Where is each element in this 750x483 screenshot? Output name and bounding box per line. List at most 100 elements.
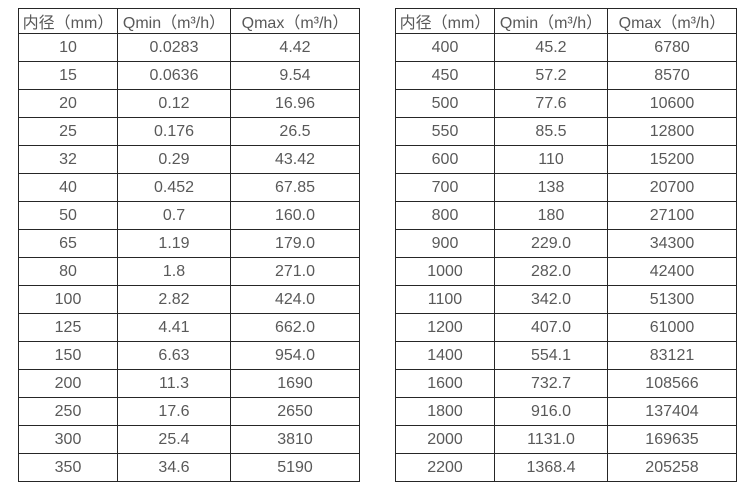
table-cell: 77.6 <box>494 89 608 118</box>
table-cell: 1000 <box>395 257 495 286</box>
table-row: 2000 1131.0 169635 <box>395 425 737 454</box>
table-cell: 15 <box>18 61 118 90</box>
table-row: 10 0.0283 4.42 <box>18 33 360 62</box>
table-row: 1600 732.7 108566 <box>395 369 737 398</box>
table-row: 1800 916.0 137404 <box>395 397 737 426</box>
table-cell: 25.4 <box>117 425 231 454</box>
flow-rate-tables: 内径（mm） Qmin（m³/h） Qmax（m³/h） 10 0.0283 4.42 15… <box>18 8 737 482</box>
table-cell: 12800 <box>607 117 737 146</box>
table-cell: 61000 <box>607 313 737 342</box>
table-cell: 32 <box>18 145 118 174</box>
table-cell: 400 <box>395 33 495 62</box>
header-row: 内径（mm） Qmin（m³/h） Qmax（m³/h） <box>395 8 737 34</box>
table-row: 50 0.7 160.0 <box>18 201 360 230</box>
table-cell: 4.41 <box>117 313 231 342</box>
table-row: 15 0.0636 9.54 <box>18 61 360 90</box>
table-row: 40 0.452 67.85 <box>18 173 360 202</box>
table-row: 1000 282.0 42400 <box>395 257 737 286</box>
table-cell: 83121 <box>607 341 737 370</box>
table-cell: 34.6 <box>117 453 231 482</box>
table-cell: 732.7 <box>494 369 608 398</box>
table-cell: 11.3 <box>117 369 231 398</box>
table-row: 80 1.8 271.0 <box>18 257 360 286</box>
column-header: Qmin（m³/h） <box>117 8 231 34</box>
table-cell: 43.42 <box>230 145 360 174</box>
column-header: Qmax（m³/h） <box>607 8 737 34</box>
table-row: 300 25.4 3810 <box>18 425 360 454</box>
table-row: 700 138 20700 <box>395 173 737 202</box>
table-cell: 342.0 <box>494 285 608 314</box>
table-cell: 10 <box>18 33 118 62</box>
column-header: 内径（mm） <box>18 8 118 34</box>
table-row: 900 229.0 34300 <box>395 229 737 258</box>
table-cell: 2.82 <box>117 285 231 314</box>
table-row: 100 2.82 424.0 <box>18 285 360 314</box>
table-cell: 150 <box>18 341 118 370</box>
small-diameter-flow-table: 内径（mm） Qmin（m³/h） Qmax（m³/h） 10 0.0283 4.42 15… <box>18 8 360 482</box>
header-row: 内径（mm） Qmin（m³/h） Qmax（m³/h） <box>18 8 360 34</box>
table-row: 1400 554.1 83121 <box>395 341 737 370</box>
table-cell: 1690 <box>230 369 360 398</box>
table-row: 1100 342.0 51300 <box>395 285 737 314</box>
table-row: 450 57.2 8570 <box>395 61 737 90</box>
table-cell: 3810 <box>230 425 360 454</box>
table-cell: 10600 <box>607 89 737 118</box>
table-row: 125 4.41 662.0 <box>18 313 360 342</box>
table-cell: 26.5 <box>230 117 360 146</box>
table-cell: 350 <box>18 453 118 482</box>
table-cell: 125 <box>18 313 118 342</box>
table-cell: 9.54 <box>230 61 360 90</box>
table-cell: 424.0 <box>230 285 360 314</box>
table-cell: 1200 <box>395 313 495 342</box>
table-cell: 300 <box>18 425 118 454</box>
column-header: 内径（mm） <box>395 8 495 34</box>
table-cell: 916.0 <box>494 397 608 426</box>
table-row: 32 0.29 43.42 <box>18 145 360 174</box>
table-cell: 6.63 <box>117 341 231 370</box>
table-cell: 662.0 <box>230 313 360 342</box>
table-row: 250 17.6 2650 <box>18 397 360 426</box>
large-diameter-flow-table: 内径（mm） Qmin（m³/h） Qmax（m³/h） 400 45.2 6780 450… <box>395 8 737 482</box>
table-cell: 600 <box>395 145 495 174</box>
table-cell: 2650 <box>230 397 360 426</box>
table-cell: 205258 <box>607 453 737 482</box>
table-cell: 180 <box>494 201 608 230</box>
table-row: 25 0.176 26.5 <box>18 117 360 146</box>
table-cell: 137404 <box>607 397 737 426</box>
table-row: 65 1.19 179.0 <box>18 229 360 258</box>
table-cell: 500 <box>395 89 495 118</box>
table-cell: 80 <box>18 257 118 286</box>
table-cell: 1100 <box>395 285 495 314</box>
table-cell: 0.0636 <box>117 61 231 90</box>
table-cell: 1600 <box>395 369 495 398</box>
table-cell: 25 <box>18 117 118 146</box>
table-cell: 2000 <box>395 425 495 454</box>
table-cell: 1368.4 <box>494 453 608 482</box>
table-cell: 5190 <box>230 453 360 482</box>
table-cell: 954.0 <box>230 341 360 370</box>
table-cell: 554.1 <box>494 341 608 370</box>
table-cell: 20 <box>18 89 118 118</box>
table-cell: 45.2 <box>494 33 608 62</box>
table-cell: 65 <box>18 229 118 258</box>
table-cell: 179.0 <box>230 229 360 258</box>
table-cell: 57.2 <box>494 61 608 90</box>
table-cell: 271.0 <box>230 257 360 286</box>
table-row: 400 45.2 6780 <box>395 33 737 62</box>
table-cell: 250 <box>18 397 118 426</box>
column-header: Qmin（m³/h） <box>494 8 608 34</box>
table-cell: 16.96 <box>230 89 360 118</box>
table-cell: 4.42 <box>230 33 360 62</box>
table-row: 800 180 27100 <box>395 201 737 230</box>
table-cell: 17.6 <box>117 397 231 426</box>
table-cell: 2200 <box>395 453 495 482</box>
table-cell: 15200 <box>607 145 737 174</box>
table-cell: 6780 <box>607 33 737 62</box>
table-row: 350 34.6 5190 <box>18 453 360 482</box>
table-cell: 0.452 <box>117 173 231 202</box>
table-row: 1200 407.0 61000 <box>395 313 737 342</box>
table-cell: 1800 <box>395 397 495 426</box>
table-row: 600 110 15200 <box>395 145 737 174</box>
column-header: Qmax（m³/h） <box>230 8 360 34</box>
table-cell: 1.8 <box>117 257 231 286</box>
